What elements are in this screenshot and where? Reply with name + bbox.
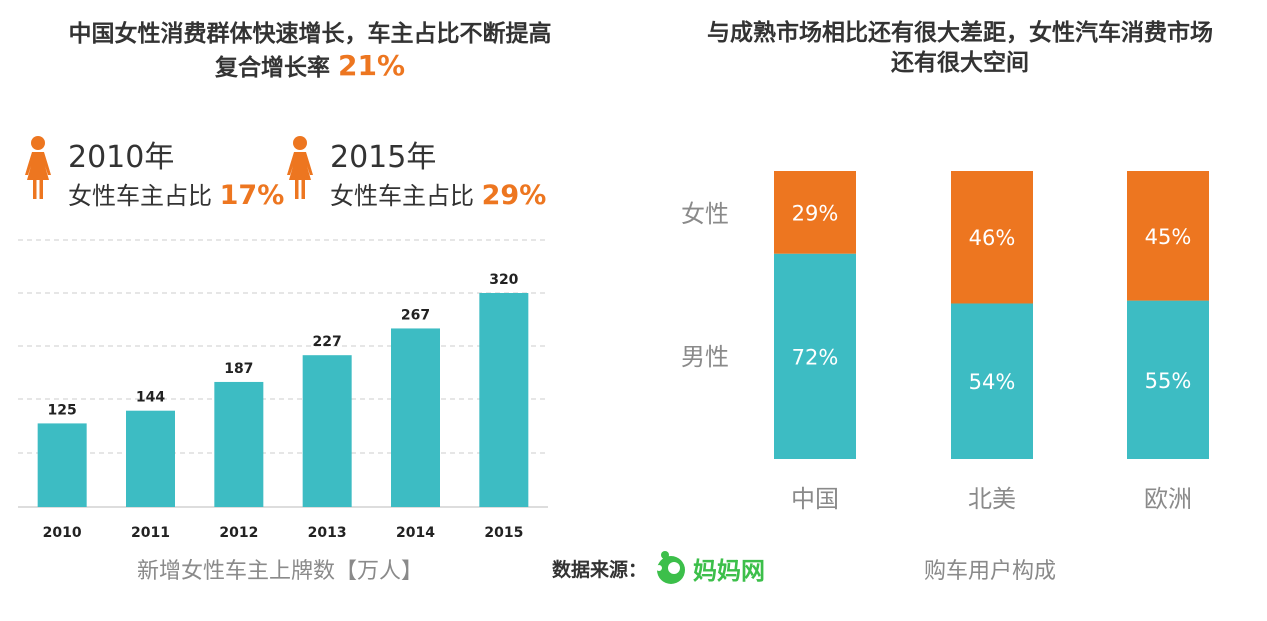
bar-male-中国 (774, 253, 856, 459)
stat-2015-label: 女性车主占比 (330, 182, 474, 210)
stat-2015-ratio: 女性车主占比 29% (330, 176, 546, 211)
tick-label-北美: 北美 (968, 485, 1016, 513)
tick-label-2010: 2010 (43, 525, 82, 541)
tick-label-欧洲: 欧洲 (1144, 485, 1192, 513)
bar-female-北美 (951, 171, 1033, 304)
right-title-line2: 还有很大空间 (891, 50, 1029, 76)
tick-label-2011: 2011 (131, 525, 170, 541)
data-label-male-北美: 54% (969, 370, 1016, 394)
tick-label-2015: 2015 (484, 525, 523, 541)
stat-2010-value: 17% (219, 180, 285, 211)
data-label-female-欧洲: 45% (1145, 225, 1192, 249)
data-label-2010: 125 (48, 402, 77, 418)
bar-2014 (391, 328, 440, 507)
stat-2010-ratio: 女性车主占比 17% (68, 176, 284, 211)
source-label: 数据来源： (552, 558, 648, 581)
stat-2015-value: 29% (481, 180, 547, 211)
stat-2015 (284, 135, 316, 205)
right-chart-title: 与成熟市场相比还有很大差距，女性汽车消费市场 还有很大空间 (660, 18, 1260, 78)
female-owner-bar-chart: 125 2010 144 2011 187 2012 227 2013 267 2014 320 20… (18, 239, 548, 541)
stat-2010-label: 女性车主占比 (68, 182, 212, 210)
bar-female-欧洲 (1127, 171, 1209, 301)
mamawang-logo-icon (656, 551, 686, 584)
data-source: 数据来源： 妈妈网 (552, 548, 765, 588)
tick-label-2013: 2013 (308, 525, 347, 541)
bar-male-欧洲 (1127, 300, 1209, 459)
bar-2015 (479, 293, 529, 507)
stat-2015-year: 2015年 (330, 140, 437, 175)
female-icon (287, 136, 313, 199)
data-label-2013: 227 (313, 334, 342, 350)
right-chart-caption: 购车用户构成 (923, 559, 1056, 584)
data-label-2012: 187 (224, 361, 253, 377)
source-brand: 妈妈网 (693, 556, 766, 585)
data-label-male-欧洲: 55% (1145, 369, 1192, 393)
right-title-line1: 与成熟市场相比还有很大差距，女性汽车消费市场 (707, 20, 1213, 46)
left-chart-title: 中国女性消费群体快速增长，车主占比不断提高 复合增长率 21% (0, 18, 620, 84)
tick-label-2014: 2014 (396, 525, 435, 541)
bar-female-中国 (774, 171, 856, 254)
series-label-male: 男性 (681, 343, 729, 371)
growth-rate-label: 复合增长率 (214, 55, 330, 81)
bar-2012 (214, 381, 264, 507)
bar-2011 (126, 410, 175, 507)
female-icon (25, 136, 51, 199)
bar-2013 (302, 355, 352, 507)
left-chart-caption: 新增女性车主上牌数【万人】 (136, 559, 423, 584)
data-label-2015: 320 (489, 272, 518, 288)
series-label-female: 女性 (681, 200, 729, 228)
tick-label-2012: 2012 (219, 525, 258, 541)
tick-label-中国: 中国 (791, 485, 839, 513)
bar-male-北美 (951, 303, 1033, 459)
data-label-2014: 267 (401, 307, 430, 323)
data-label-female-中国: 29% (792, 201, 839, 225)
data-label-male-中国: 72% (792, 345, 839, 369)
bar-2010 (37, 423, 87, 507)
data-label-2011: 144 (136, 390, 165, 406)
growth-rate-value: 21% (337, 49, 406, 82)
left-title-line1: 中国女性消费群体快速增长，车主占比不断提高 (68, 21, 552, 47)
stat-2010-year: 2010年 (68, 140, 175, 175)
data-label-female-北美: 46% (969, 226, 1016, 250)
stat-2010 (22, 135, 54, 205)
left-title-line2: 复合增长率 21% (0, 50, 620, 84)
